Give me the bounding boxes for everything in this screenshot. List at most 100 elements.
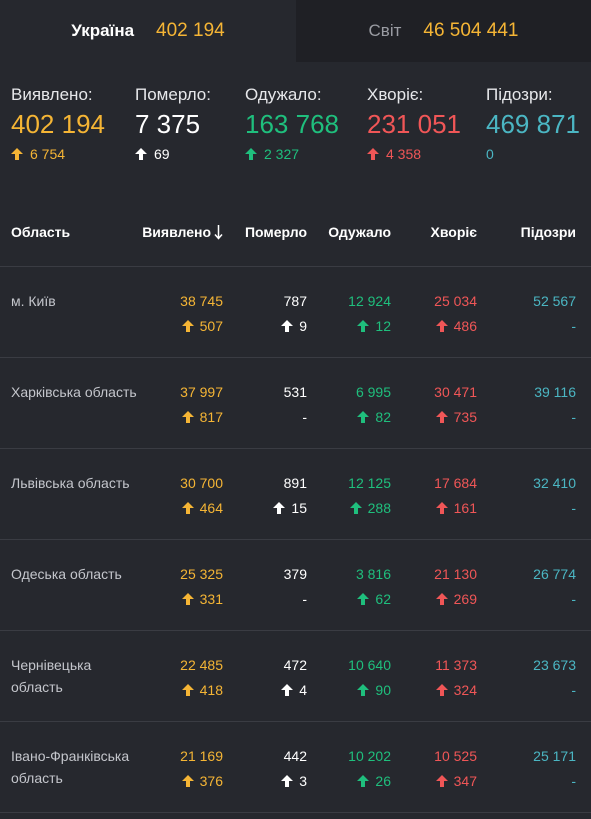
stat-recovered-delta: 2 327 <box>245 145 339 163</box>
arrow-up-icon <box>435 775 448 787</box>
region-name: Львівська область <box>11 475 130 491</box>
cell-suspected: 23 673 - <box>533 654 576 701</box>
cell-detected-delta: 507 <box>180 315 223 337</box>
region-name: Чернівецька область <box>11 657 92 695</box>
tab-ukraine-label: Україна <box>71 21 135 40</box>
cell-detected-delta-value: 507 <box>199 318 223 334</box>
cell-died-delta: - <box>284 406 307 428</box>
cell-suspected-delta-value: - <box>571 318 576 334</box>
cell-suspected-delta-value: - <box>571 591 576 607</box>
arrow-up-icon <box>181 593 194 605</box>
cell-recovered: 3 816 62 <box>356 563 391 610</box>
arrow-up-icon <box>367 148 379 160</box>
table-row[interactable]: м. Київ 38 745 507 787 9 12 924 12 25 034 486 52 … <box>0 267 591 358</box>
cell-recovered-delta-value: 12 <box>375 318 391 334</box>
cell-sick: 17 684 161 <box>434 472 477 519</box>
stat-suspected-delta: 0 <box>486 145 580 163</box>
header-suspected[interactable]: Підозри <box>520 224 576 240</box>
arrow-up-icon <box>135 148 147 160</box>
cell-sick: 10 525 347 <box>434 745 477 792</box>
cell-died-value: 787 <box>283 293 307 309</box>
arrow-up-icon <box>181 684 194 696</box>
cell-suspected-delta: - <box>533 315 576 337</box>
cell-sick-delta-value: 486 <box>453 318 477 334</box>
tab-ukraine[interactable]: Україна 402 194 <box>0 0 296 62</box>
cell-sick-delta-value: 269 <box>453 591 477 607</box>
arrow-up-icon <box>11 148 23 160</box>
stat-sick-label: Хворіє: <box>367 85 424 104</box>
stat-detected-value: 402 194 <box>11 109 105 139</box>
cell-recovered-delta-value: 82 <box>375 409 391 425</box>
cell-sick: 30 471 735 <box>434 381 477 428</box>
cell-died-delta: 4 <box>281 679 307 701</box>
cell-sick: 11 373 324 <box>435 654 477 701</box>
cell-died-delta-value: 4 <box>299 682 307 698</box>
header-detected[interactable]: Виявлено <box>142 223 223 241</box>
cell-suspected: 32 410 - <box>533 472 576 519</box>
arrow-up-icon <box>181 411 194 423</box>
table-row[interactable]: Чернівецька область 22 485 418 472 4 10 640 90… <box>0 631 591 722</box>
stat-died: Померло: 7 375 69 <box>135 85 211 163</box>
arrow-up-icon <box>435 502 448 514</box>
cell-died: 472 4 <box>281 654 307 701</box>
cell-detected-delta: 464 <box>180 497 223 519</box>
cell-died: 891 15 <box>273 472 307 519</box>
cell-suspected-delta-value: - <box>571 409 576 425</box>
table-row[interactable]: Львівська область 30 700 464 891 15 12 125 288… <box>0 449 591 540</box>
tab-world-count: 46 504 441 <box>423 20 519 41</box>
table-row[interactable]: Харківська область 37 997 817 531 - 6 995 82 30… <box>0 358 591 449</box>
stat-sick-delta: 4 358 <box>367 145 461 163</box>
cell-sick-delta: 486 <box>434 315 477 337</box>
cell-recovered: 12 125 288 <box>348 472 391 519</box>
arrow-up-icon <box>281 775 294 787</box>
stat-recovered: Одужало: 163 768 2 327 <box>245 85 339 163</box>
cell-suspected-delta: - <box>533 770 576 792</box>
arrow-up-icon <box>357 411 370 423</box>
cell-detected-value: 22 485 <box>180 657 223 673</box>
header-region[interactable]: Область <box>11 224 71 240</box>
table-row[interactable]: Івано-Франківська область 21 169 376 442 3 10… <box>0 722 591 813</box>
regions-table: Область Виявлено Померло Одужало Хворіє … <box>0 185 591 813</box>
stat-recovered-label: Одужало: <box>245 85 322 104</box>
cell-recovered: 6 995 82 <box>356 381 391 428</box>
cell-suspected-value: 23 673 <box>533 657 576 673</box>
cell-recovered-delta: 62 <box>356 588 391 610</box>
header-sick[interactable]: Хворіє <box>430 224 477 240</box>
cell-sick-delta-value: 347 <box>453 773 477 789</box>
cell-died-value: 379 <box>283 566 307 582</box>
header-died[interactable]: Померло <box>244 224 307 240</box>
stat-recovered-delta-value: 2 327 <box>264 146 300 162</box>
arrow-up-icon <box>435 320 448 332</box>
cell-died-value: 531 <box>283 384 307 400</box>
cell-recovered-value: 10 202 <box>348 748 391 764</box>
cell-suspected-delta-value: - <box>571 500 576 516</box>
cell-detected-value: 21 169 <box>180 748 223 764</box>
tab-world[interactable]: Світ 46 504 441 <box>296 0 591 62</box>
table-row[interactable]: Одеська область 25 325 331 379 - 3 816 62 21 13… <box>0 540 591 631</box>
cell-died-delta: 15 <box>273 497 307 519</box>
stat-suspected-value: 469 871 <box>486 109 580 139</box>
cell-suspected-delta-value: - <box>571 682 576 698</box>
cell-died-delta-value: 3 <box>299 773 307 789</box>
arrow-up-icon <box>181 320 194 332</box>
cell-recovered-delta: 288 <box>348 497 391 519</box>
cell-sick-delta: 347 <box>434 770 477 792</box>
cell-detected: 30 700 464 <box>180 472 223 519</box>
cell-recovered: 10 640 90 <box>348 654 391 701</box>
cell-detected: 38 745 507 <box>180 290 223 337</box>
cell-detected-value: 38 745 <box>180 293 223 309</box>
cell-recovered-value: 3 816 <box>355 566 391 582</box>
region-name: м. Київ <box>11 293 56 309</box>
cell-died-delta: 3 <box>281 770 307 792</box>
cell-recovered-value: 6 995 <box>355 384 391 400</box>
arrow-up-icon <box>435 593 448 605</box>
cell-died: 442 3 <box>281 745 307 792</box>
arrow-up-icon <box>435 411 448 423</box>
arrow-down-sort-icon <box>214 225 223 240</box>
header-recovered[interactable]: Одужало <box>328 224 391 240</box>
cell-sick-delta-value: 161 <box>453 500 477 516</box>
header-detected-label: Виявлено <box>142 224 211 240</box>
cell-recovered: 12 924 12 <box>348 290 391 337</box>
arrow-up-icon <box>357 684 370 696</box>
arrow-up-icon <box>281 684 294 696</box>
